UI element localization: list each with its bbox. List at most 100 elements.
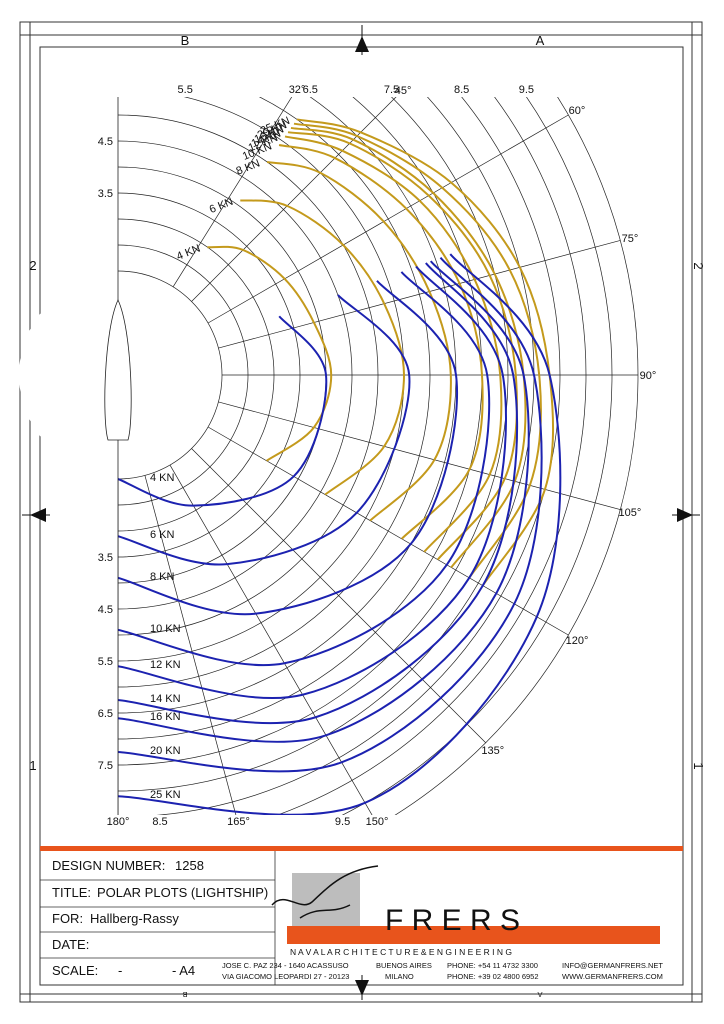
r-tick-label: 4.5 xyxy=(98,604,113,616)
polar-curve xyxy=(118,294,411,566)
r-tick-label: 6.5 xyxy=(98,708,113,720)
grid-spoke xyxy=(172,97,293,287)
frame xyxy=(19,21,703,1003)
angle-tick-label: 90° xyxy=(640,370,657,382)
date-label: DATE: xyxy=(52,937,89,952)
zone-letter: A xyxy=(537,990,542,999)
city: BUENOS AIRES xyxy=(376,961,432,970)
hull xyxy=(104,299,132,441)
address: JOSE C. PAZ 234 - 1640 ACASSUSO xyxy=(222,961,349,970)
polar-curve xyxy=(118,260,530,743)
polar-curve xyxy=(118,271,491,667)
zone-number: 2 xyxy=(691,262,706,269)
polar-curve xyxy=(118,265,507,700)
polar-curve xyxy=(118,280,459,616)
angle-tick-label: 120° xyxy=(566,635,589,647)
r-tick-label: 8.5 xyxy=(454,84,469,96)
r-tick-label: 5.5 xyxy=(98,656,113,668)
zone-letter: B xyxy=(181,33,190,48)
polar-curve xyxy=(240,199,406,496)
polar-curve xyxy=(278,144,484,540)
series-label: 16 KN xyxy=(150,711,181,723)
r-tick-label: 7.5 xyxy=(98,760,113,772)
zone-number: 2 xyxy=(29,258,36,273)
phone: PHONE: +54 11 4732 3300 xyxy=(447,961,538,970)
phone: PHONE: +39 02 4800 6952 xyxy=(447,972,539,981)
email: INFO@GERMANFRERS.NET xyxy=(562,961,663,970)
angle-tick-label: 180° xyxy=(107,816,130,828)
grid-spoke xyxy=(169,464,373,815)
title-block-bar xyxy=(40,846,683,851)
polar-curve xyxy=(266,161,452,522)
title-label: TITLE: xyxy=(52,885,91,900)
scale-label: SCALE: xyxy=(52,963,98,978)
scale-value: - xyxy=(118,963,122,978)
design-number: 1258 xyxy=(175,858,204,873)
grid-spoke xyxy=(144,475,237,815)
logo-bar xyxy=(287,926,660,944)
r-tick-label: 3.5 xyxy=(98,552,113,564)
r-tick-label: 4.5 xyxy=(98,136,113,148)
series-label: 4 KN xyxy=(150,472,175,484)
r-tick-label: 5.5 xyxy=(178,84,193,96)
series-label: 20 KN xyxy=(150,745,181,757)
series-label: 12 KN xyxy=(150,659,181,671)
angle-tick-label: 105° xyxy=(619,507,642,519)
grid-spoke xyxy=(207,114,569,324)
grid-spoke xyxy=(191,97,397,302)
grid-spoke xyxy=(207,426,569,636)
for-value: Hallberg-Rassy xyxy=(90,911,179,926)
city: MILANO xyxy=(385,972,414,981)
grid-spoke xyxy=(191,448,486,743)
r-tick-label: 9.5 xyxy=(335,816,350,828)
zone-number: 1 xyxy=(691,762,706,769)
angle-tick-label: 60° xyxy=(569,105,586,117)
zone-number: 1 xyxy=(29,758,36,773)
series-label: 25 KN xyxy=(150,789,181,801)
website: WWW.GERMANFRERS.COM xyxy=(562,972,663,981)
company-name: F R E R S xyxy=(385,904,520,937)
series-label: 8 KN xyxy=(150,571,175,583)
r-tick-label: 3.5 xyxy=(98,188,113,200)
title-block-lines xyxy=(40,851,276,985)
polar-curve xyxy=(293,122,542,579)
angle-tick-label: 75° xyxy=(622,233,639,245)
polar-curve xyxy=(290,126,527,568)
zone-letter: B xyxy=(182,990,187,999)
for-label: FOR: xyxy=(52,911,83,926)
angle-tick-label: 150° xyxy=(366,816,389,828)
polar-curve xyxy=(118,256,543,773)
r-tick-label: 6.5 xyxy=(303,84,318,96)
company-tagline: N A V A L A R C H I T E C T U R E & E N … xyxy=(290,947,512,957)
r-tick-label: 8.5 xyxy=(152,816,167,828)
zone-letter: A xyxy=(536,33,545,48)
title-value: POLAR PLOTS (LIGHTSHIP) xyxy=(97,885,268,900)
polar-curves xyxy=(118,118,562,815)
angle-tick-label: 45° xyxy=(395,85,412,97)
zone-markers xyxy=(22,25,700,1000)
grid-spoke xyxy=(218,240,621,349)
series-label: 6 KN xyxy=(208,196,235,216)
polar-curve xyxy=(287,131,518,561)
series-label: 14 KN xyxy=(150,693,181,705)
series-label: 10 KN xyxy=(150,623,181,635)
polar-curve xyxy=(284,135,503,553)
angle-tick-label: 135° xyxy=(481,745,504,757)
address: VIA GIACOMO LEOPARDI 27 - 20123 xyxy=(222,972,349,981)
sheet-size: - A4 xyxy=(172,963,195,978)
grid-spoke xyxy=(218,401,621,510)
design-number-label: DESIGN NUMBER: xyxy=(52,858,165,873)
series-label: 6 KN xyxy=(150,529,175,541)
polar-curve xyxy=(118,315,328,507)
polar-curve xyxy=(296,118,555,587)
r-tick-label: 7.5 xyxy=(384,84,399,96)
angle-tick-label: 165° xyxy=(227,816,250,828)
logo-stroke xyxy=(271,865,379,919)
polar-curve xyxy=(118,262,519,725)
r-tick-label: 9.5 xyxy=(519,84,534,96)
polar-curve xyxy=(207,245,333,462)
angle-tick-label: 32° xyxy=(289,84,306,96)
polar-curve xyxy=(118,253,562,815)
series-label: 4 KN xyxy=(175,243,202,263)
